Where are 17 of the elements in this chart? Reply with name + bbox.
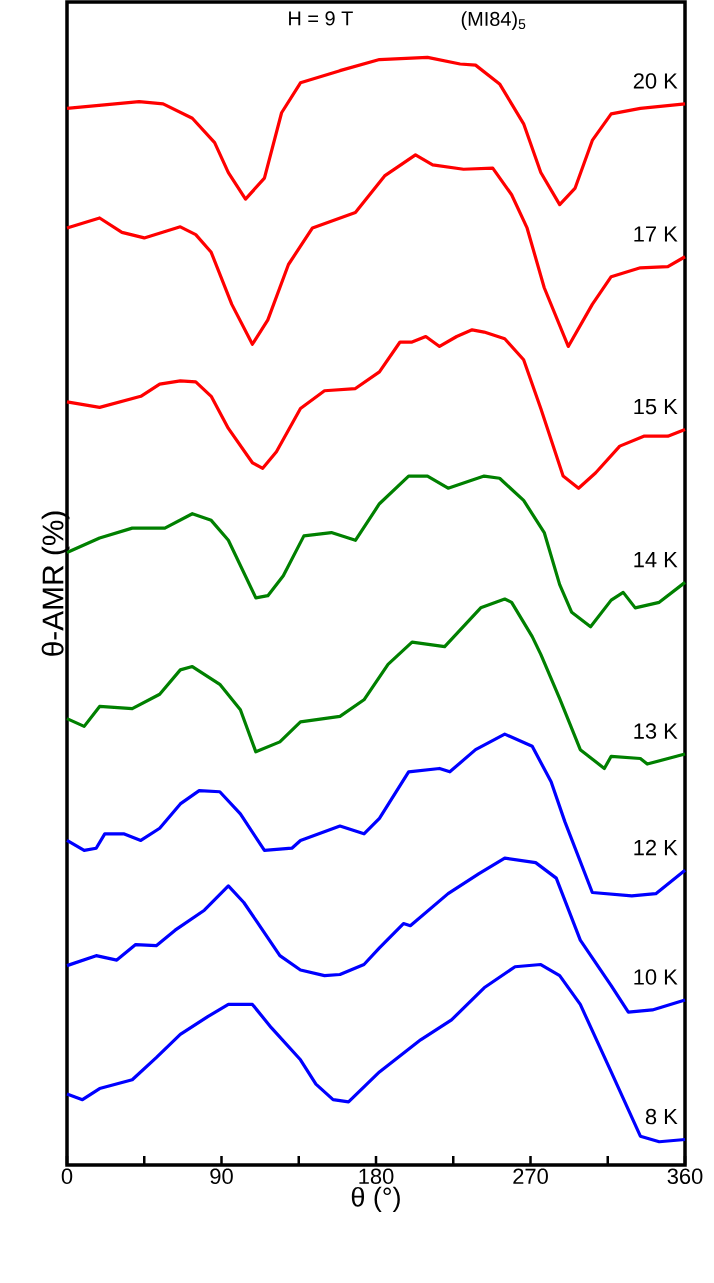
x-tick-label: 360 <box>667 1168 703 1185</box>
series-label: 17 K <box>634 226 678 242</box>
y-axis-title: θ-AMR (%) <box>41 511 70 656</box>
x-axis-title: θ (°) <box>351 1186 400 1212</box>
x-tick-label: 0 <box>61 1168 73 1185</box>
x-tick-label: 180 <box>359 1168 394 1185</box>
x-tick-label: 270 <box>513 1168 548 1185</box>
x-tick-label: 90 <box>210 1168 233 1185</box>
chart-title: H = 9 T <box>289 11 353 26</box>
series-label: 14 K <box>634 552 678 568</box>
series-label: 8 K <box>645 1108 678 1125</box>
series-label: 12 K <box>634 839 678 856</box>
chart-subtitle: (MI84)$_{5}$ <box>461 11 526 30</box>
series-label: 13 K <box>634 723 678 739</box>
series-label: 10 K <box>634 969 678 985</box>
series-label: 15 K <box>634 399 678 415</box>
series-label: 20 K <box>633 73 678 89</box>
